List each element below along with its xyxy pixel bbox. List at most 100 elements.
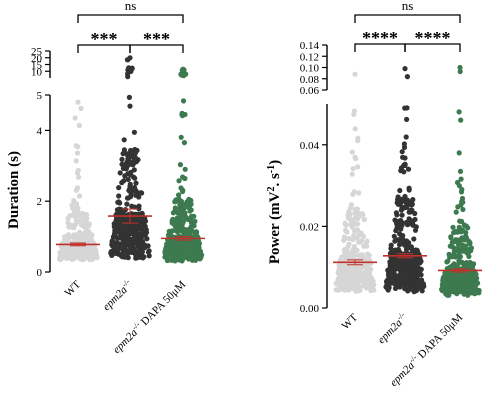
data-point xyxy=(395,194,401,200)
data-point xyxy=(76,193,83,199)
data-point xyxy=(335,287,341,293)
data-point xyxy=(119,161,125,167)
data-point xyxy=(456,109,462,115)
data-point xyxy=(458,202,464,208)
data-point xyxy=(131,129,137,135)
data-point xyxy=(355,221,361,227)
data-point xyxy=(364,251,371,257)
y-tick-label: 0.10 xyxy=(300,63,320,75)
significance-bracket xyxy=(129,44,184,53)
y-axis-label: Power (mV2. s-1) xyxy=(266,160,283,264)
data-point xyxy=(171,243,177,250)
data-point xyxy=(178,134,184,140)
y-tick-label: 0.08 xyxy=(300,74,320,86)
data-point xyxy=(123,166,129,172)
data-point xyxy=(180,98,187,104)
data-point xyxy=(90,254,96,260)
data-point xyxy=(74,246,80,252)
y-tick-label: 0.02 xyxy=(300,221,319,233)
data-point xyxy=(348,252,354,258)
significance-label: *** xyxy=(143,29,170,49)
y-tick-label: 0.00 xyxy=(300,303,320,315)
data-point xyxy=(341,237,347,243)
y-axis-label: Duration (s) xyxy=(6,151,22,229)
data-point xyxy=(467,240,473,246)
data-point xyxy=(188,213,195,219)
data-point xyxy=(398,207,404,213)
data-point xyxy=(60,254,66,260)
data-point xyxy=(140,243,146,250)
data-point xyxy=(75,99,81,105)
data-point xyxy=(92,249,99,255)
data-point xyxy=(73,213,79,219)
data-point xyxy=(139,217,145,223)
data-point xyxy=(184,215,190,222)
data-point xyxy=(74,185,81,191)
data-point xyxy=(392,238,398,244)
data-point xyxy=(190,242,196,248)
y-tick-label: 15 xyxy=(31,60,43,72)
data-point xyxy=(403,246,410,252)
data-point xyxy=(186,196,192,202)
data-point xyxy=(141,254,147,260)
data-point xyxy=(74,150,81,156)
data-point xyxy=(453,228,459,234)
data-point xyxy=(347,205,354,211)
data-point xyxy=(346,235,352,242)
data-point xyxy=(73,158,79,164)
data-point xyxy=(116,185,122,191)
data-point xyxy=(128,147,134,154)
data-point xyxy=(361,262,367,268)
data-point xyxy=(132,238,138,245)
data-point xyxy=(408,244,414,250)
data-point xyxy=(410,275,416,281)
data-point xyxy=(455,253,461,259)
data-point xyxy=(349,149,355,155)
data-point xyxy=(388,270,394,276)
data-point xyxy=(366,280,372,286)
data-point xyxy=(397,231,403,237)
data-point xyxy=(77,218,83,225)
data-point xyxy=(466,274,472,280)
data-point xyxy=(184,246,191,252)
series-2-points xyxy=(439,64,482,298)
data-point xyxy=(400,154,406,160)
significance-label: **** xyxy=(415,28,451,48)
data-point xyxy=(125,195,131,201)
data-point xyxy=(410,222,416,228)
data-point xyxy=(398,217,404,224)
data-point xyxy=(446,251,452,257)
data-point xyxy=(118,252,124,258)
data-point xyxy=(465,225,471,231)
data-point xyxy=(453,209,459,215)
data-point xyxy=(122,173,128,179)
data-point xyxy=(109,238,115,245)
data-point xyxy=(68,224,74,230)
data-point xyxy=(345,244,351,250)
data-point xyxy=(117,170,123,176)
data-point xyxy=(182,166,188,172)
data-point xyxy=(342,220,348,226)
data-point xyxy=(81,230,87,236)
data-point xyxy=(138,235,144,241)
data-point xyxy=(109,252,115,258)
significance-label: ns xyxy=(125,0,137,13)
data-point xyxy=(181,140,187,146)
data-point xyxy=(69,202,75,208)
data-point xyxy=(124,201,130,207)
data-point xyxy=(457,218,463,224)
data-point xyxy=(72,254,78,260)
y-tick-label: 0.12 xyxy=(300,51,319,63)
data-point xyxy=(178,71,184,77)
significance-label: ns xyxy=(402,0,414,13)
data-point xyxy=(74,201,80,207)
data-point xyxy=(168,229,174,235)
data-point xyxy=(368,266,374,272)
y-tick-label: 25 xyxy=(31,46,43,58)
data-point xyxy=(389,261,396,267)
x-category-label: epm2a-/- xyxy=(374,310,410,346)
data-point xyxy=(83,212,90,218)
data-point xyxy=(125,255,131,261)
data-point xyxy=(455,240,461,246)
